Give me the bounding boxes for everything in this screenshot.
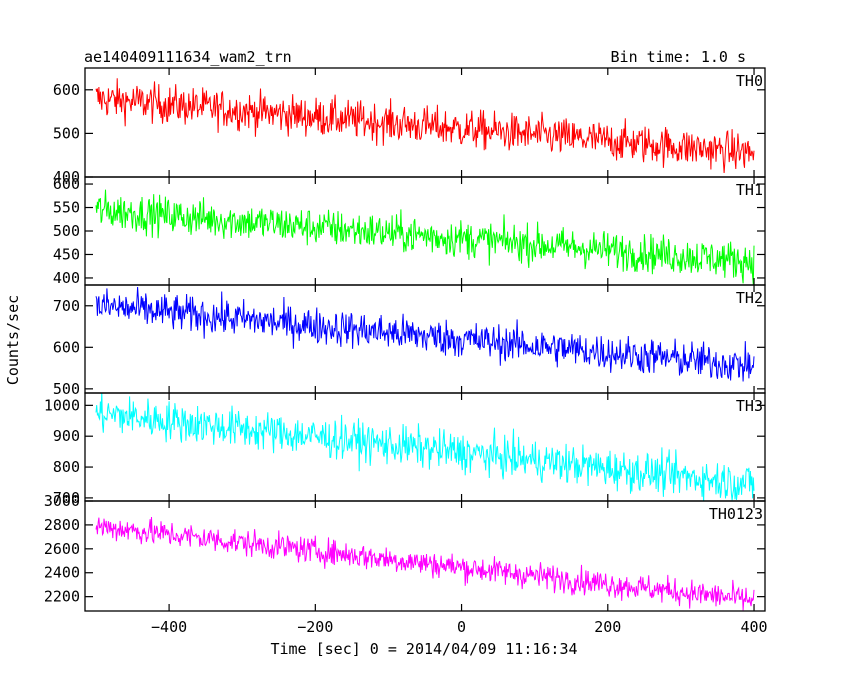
y-tick-label: 700 xyxy=(53,489,80,507)
y-tick-label: 900 xyxy=(53,427,80,445)
y-tick-label: 2400 xyxy=(44,564,80,582)
y-tick-label: 500 xyxy=(53,380,80,398)
panel-label-th3: TH3 xyxy=(736,397,763,415)
y-tick-label: 2600 xyxy=(44,540,80,558)
panel-label-th0123: TH0123 xyxy=(709,505,763,523)
series-line-th2 xyxy=(95,286,755,382)
panel-label-th1: TH1 xyxy=(736,181,763,199)
series-line-th0123 xyxy=(95,516,755,611)
panel-label-th2: TH2 xyxy=(736,289,763,307)
y-tick-label: 600 xyxy=(53,81,80,99)
y-tick-label: 450 xyxy=(53,245,80,263)
x-axis-label: Time [sec] 0 = 2014/04/09 11:16:34 xyxy=(270,640,577,658)
frames-layer xyxy=(84,67,766,612)
y-tick-label: 400 xyxy=(53,168,80,186)
y-tick-label: 500 xyxy=(53,124,80,142)
x-tick-label: −200 xyxy=(297,618,333,636)
series-line-th0 xyxy=(95,78,755,174)
axes-layer: 400 500 600 TH0 400 450 500 550 600 TH1 500 600 700 T… xyxy=(44,68,768,636)
bin-time-label: Bin time: 1.0 s xyxy=(611,48,746,66)
y-axis-label: Counts/sec xyxy=(4,295,22,385)
y-tick-label: 400 xyxy=(53,269,80,287)
y-tick-label: 1000 xyxy=(44,396,80,414)
curves-layer xyxy=(95,78,755,611)
y-tick-label: 2200 xyxy=(44,588,80,606)
x-tick-label: 400 xyxy=(740,618,767,636)
y-tick-label: 3000 xyxy=(44,492,80,510)
x-tick-label: −400 xyxy=(151,618,187,636)
y-tick-label: 600 xyxy=(53,338,80,356)
x-tick-label: 0 xyxy=(457,618,466,636)
series-line-th1 xyxy=(95,189,755,285)
y-tick-label: 2800 xyxy=(44,516,80,534)
y-tick-label: 800 xyxy=(53,458,80,476)
x-tick-label: 200 xyxy=(594,618,621,636)
chart-title: ae140409111634_wam2_trn xyxy=(84,48,292,66)
panel-frame-th0123 xyxy=(84,500,766,612)
y-tick-label: 550 xyxy=(53,199,80,217)
series-line-th3 xyxy=(95,393,755,501)
y-tick-label: 600 xyxy=(53,175,80,193)
y-tick-label: 700 xyxy=(53,297,80,315)
y-tick-label: 500 xyxy=(53,222,80,240)
panel-label-th0: TH0 xyxy=(736,72,763,90)
